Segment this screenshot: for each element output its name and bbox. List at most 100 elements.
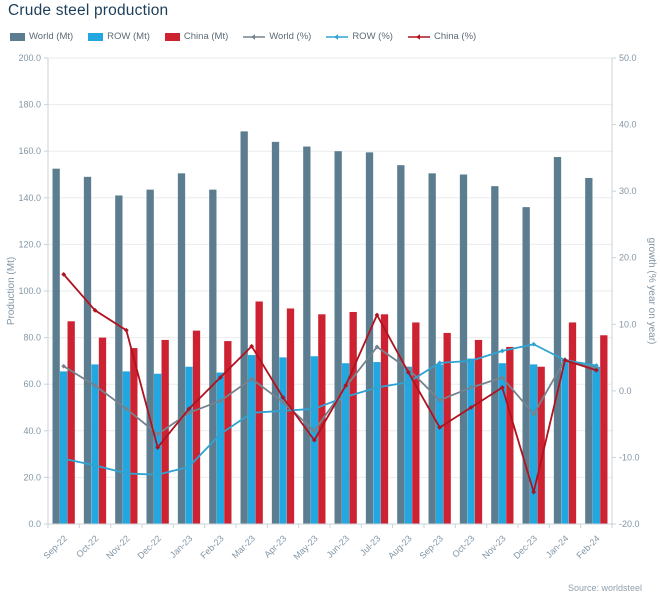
bar-row-Feb-24 [592,366,600,524]
legend-line-swatch-icon [326,33,349,40]
bar-china-Nov-22 [130,348,138,524]
x-tick-label: Jul-23 [358,533,382,557]
bar-world-Oct-23 [459,174,468,524]
y-left-tick-label: 100.0 [18,286,41,296]
point-row-Mar-23 [249,410,255,416]
x-tick-label: Oct-23 [450,533,476,559]
y-left-tick-label: 120.0 [18,239,41,249]
bar-row-Jan-23 [185,366,193,524]
bar-china-Aug-23 [412,322,420,524]
point-china-May-23 [311,437,317,443]
point-china-Apr-23 [280,395,286,400]
line-china [62,273,597,493]
bar-china-Dec-22 [161,339,169,524]
y-left-tick-label: 80.0 [23,333,41,343]
point-row-Dec-23 [531,341,537,347]
bar-world-Jan-24 [553,157,562,524]
point-row-Apr-23 [280,408,286,414]
page-title: Crude steel production [8,2,169,19]
point-china-Jul-23 [374,312,380,318]
bar-china-Feb-24 [600,335,608,524]
bar-row-Jun-23 [342,363,350,524]
line-world [63,346,597,436]
line-row [63,343,597,476]
point-row-Oct-22 [92,463,98,468]
point-china-Sep-23 [437,425,443,430]
y-right-tick-label: 0.0 [619,386,632,396]
x-tick-label: Feb-24 [575,533,602,560]
bar-world-Aug-23 [397,165,405,524]
point-china-Nov-23 [499,385,505,390]
bar-row-Apr-23 [279,357,287,524]
bar-china-Sep-23 [443,332,451,524]
point-row-Oct-23 [468,358,474,364]
point-world-Feb-23 [217,398,223,404]
bar-row-Dec-23 [530,364,538,524]
y-axis-right-title: growth (% year on year) [646,238,657,345]
point-world-Sep-22 [61,363,67,369]
bar-row-Nov-23 [498,363,506,524]
point-world-Sep-23 [437,397,443,403]
bar-row-Jul-23 [373,362,381,524]
bar-world-Oct-22 [83,176,92,524]
point-china-Feb-24 [593,367,599,373]
bar-china-Jun-23 [349,311,357,524]
bar-china-Oct-22 [98,337,107,524]
point-row-Jul-23 [374,385,380,390]
point-row-Jun-23 [343,394,349,400]
point-row-Sep-22 [61,456,67,462]
point-china-Dec-23 [531,489,537,495]
bar-row-Oct-23 [467,358,475,524]
bar-china-Dec-23 [537,366,545,524]
legend-bar-swatch-icon [88,32,104,41]
bar-china-Jan-23 [192,330,201,524]
point-world-Oct-22 [92,383,98,388]
point-china-Feb-23 [217,375,223,380]
legend-line-marker [415,33,420,40]
bar-row-Mar-23 [248,355,256,524]
bar-world-Jan-23 [177,173,186,524]
chart-canvas: 0.0 20.0 40.0 60.0 80.0 100.0 120.0 140.0 160.0 1… [6,53,657,562]
x-tick-label: Dec-23 [511,533,539,561]
bar-world-Feb-23 [209,189,217,524]
legend-item-china: China (%) [407,31,477,42]
bar-world-Mar-23 [240,131,248,524]
legend-bar-swatch-icon [10,32,25,41]
bar-row-Sep-22 [60,371,68,524]
point-world-Dec-22 [155,431,161,437]
bar-world-Apr-23 [271,141,280,524]
point-china-Oct-22 [92,307,98,313]
bar-china-Feb-23 [224,341,232,524]
y-right-tick-label: 30.0 [619,186,637,196]
x-tick-label: Jun-23 [325,533,352,560]
point-china-Mar-23 [249,343,255,349]
bar-row-Oct-22 [91,364,99,524]
legend-label: China (Mt) [183,31,229,42]
bar-row-Sep-23 [436,364,444,524]
bar-china-Sep-22 [67,321,75,524]
x-tick-label: Jan-24 [544,533,571,560]
bar-row-Nov-22 [122,371,130,524]
legend-label: China (%) [433,31,477,42]
point-world-Dec-23 [531,411,537,417]
point-row-Feb-23 [217,431,223,437]
bar-world-May-23 [303,146,311,524]
y-right-tick-label: -10.0 [619,452,640,462]
bar-china-Nov-23 [506,346,514,524]
x-tick-label: May-23 [291,533,319,561]
point-row-Dec-22 [155,472,161,478]
point-world-Apr-23 [280,399,286,405]
bar-row-Jan-24 [561,359,569,524]
point-row-Aug-23 [405,379,411,385]
x-tick-label: Oct-22 [74,533,100,559]
y-right-tick-label: 40.0 [619,120,637,130]
legend-line-marker [251,33,256,40]
legend-label: World (Mt) [29,31,74,42]
point-row-Sep-23 [437,360,443,366]
bar-row-Aug-23 [404,366,412,524]
y-left-tick-label: 40.0 [23,426,41,436]
y-left-tick-label: 160.0 [18,146,41,156]
x-tick-label: Aug-23 [386,533,414,561]
x-tick-label: Sep-23 [417,533,445,561]
y-right-tick-label: 10.0 [619,319,637,329]
